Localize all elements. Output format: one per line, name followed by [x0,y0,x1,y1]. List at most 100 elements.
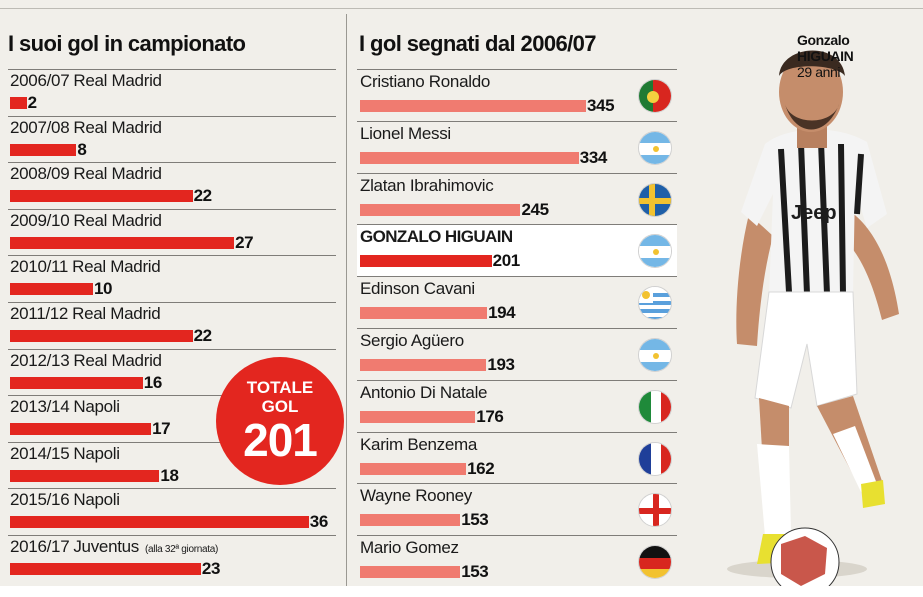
goal-bar [10,469,160,482]
goal-value: 334 [579,147,608,167]
season-year: 2008/09 [10,164,70,184]
goal-value: 176 [476,406,504,426]
season-label: 2012/13 Real Madrid [10,351,162,371]
goal-bar [10,563,201,575]
player-name: Lionel Messi [360,123,451,143]
goal-bar [360,566,461,579]
season-label: 2015/16 Napoli [10,490,120,510]
season-year: 2010/11 [10,257,69,277]
player-name: Edinson Cavani [360,279,475,299]
season-label: 2016/17 Juventus (alla 32ª giornata) [10,537,218,557]
player-name: Antonio Di Natale [360,382,488,402]
season-year: 2016/17 [10,537,70,556]
argentina-flag-icon [638,338,672,372]
row-rule [357,535,677,537]
svg-text:Jeep: Jeep [791,202,837,224]
team-name: Real Madrid [73,117,162,137]
season-year: 2013/14 [10,397,70,417]
row-rule [357,172,677,174]
argentina-flag-icon [638,234,672,269]
italy-flag-icon [638,389,672,424]
goal-value: 162 [467,458,495,478]
goal-bar [10,236,235,249]
goal-value: 23 [201,559,221,578]
season-year: 2015/16 [10,490,70,510]
season-label: 2008/09 Real Madrid [10,164,162,184]
row-rule [8,208,336,210]
goal-bar [360,151,579,164]
team-name: Real Madrid [72,257,161,277]
germany-flag-icon [638,545,672,580]
goal-bar [10,143,77,156]
player-name: Mario Gomez [360,538,459,558]
season-label: 2014/15 Napoli [10,444,120,464]
season-label: 2007/08 Real Madrid [10,118,162,138]
goal-value: 10 [94,279,113,299]
goal-bar [360,462,467,475]
right-chart-title: I gol segnati dal 2006/07 [359,31,596,56]
team-name: Juventus [73,537,140,556]
sweden-flag-icon [638,182,672,217]
season-year: 2009/10 [10,210,70,230]
player-name: Sergio Agüero [360,331,464,350]
goal-value: 193 [487,355,515,374]
goal-value: 36 [309,512,329,532]
goal-bar [360,255,492,268]
top-border [0,8,923,9]
portugal-flag-icon [638,79,672,113]
row-rule [357,379,677,381]
row-rule [8,302,336,303]
goal-bar [10,423,152,436]
goal-bar [360,410,476,423]
goal-value: 17 [152,419,171,439]
season-year: 2014/15 [10,443,70,463]
team-name: Napoli [73,397,120,417]
row-rule [8,162,336,164]
team-name: Real Madrid [73,210,162,230]
row-rule [8,535,336,536]
row-rule [357,276,677,278]
goal-value: 201 [492,251,521,271]
row-rule [8,255,336,257]
france-flag-icon [638,441,672,476]
player-name: GONZALO HIGUAIN [360,227,513,247]
goal-value: 345 [586,96,615,115]
row-rule [8,441,336,443]
goal-bar [10,330,193,342]
team-name: Napoli [73,490,120,510]
row-rule [357,120,677,122]
argentina-flag-icon [638,130,672,165]
player-name: Zlatan Ibrahimovic [360,175,494,195]
row-rule [8,115,336,117]
player-last-name: HIGUAIN [797,48,854,64]
uruguay-flag-icon [638,286,672,321]
goal-value: 194 [488,303,516,323]
goal-value: 153 [461,562,489,582]
season-year: 2011/12 [10,304,69,323]
goal-bar [10,283,93,296]
row-rule [357,431,677,433]
total-label-line1: TOTALE [246,378,314,397]
column-divider [346,14,347,586]
season-label: 2009/10 Real Madrid [10,211,162,231]
season-label: 2006/07 Real Madrid [10,71,162,91]
season-label: 2010/11 Real Madrid [10,257,161,277]
goal-bar [360,359,487,371]
player-name: Wayne Rooney [360,486,472,506]
goal-value: 22 [193,326,213,345]
row-rule [8,395,336,397]
team-name: Real Madrid [73,350,162,370]
player-name: Karim Benzema [360,434,478,454]
total-goals-value: 201 [243,414,318,466]
player-first-name: Gonzalo [797,32,850,48]
row-rule [357,328,677,329]
row-rule [8,348,336,350]
goal-value: 22 [193,186,213,206]
goal-value: 16 [143,372,163,392]
season-note: (alla 32ª giornata) [145,544,219,555]
goal-value: 245 [521,199,549,219]
team-name: Real Madrid [73,164,162,184]
bottom-strip [0,586,923,597]
player-age: 29 anni [797,64,841,80]
row-rule [357,224,677,226]
